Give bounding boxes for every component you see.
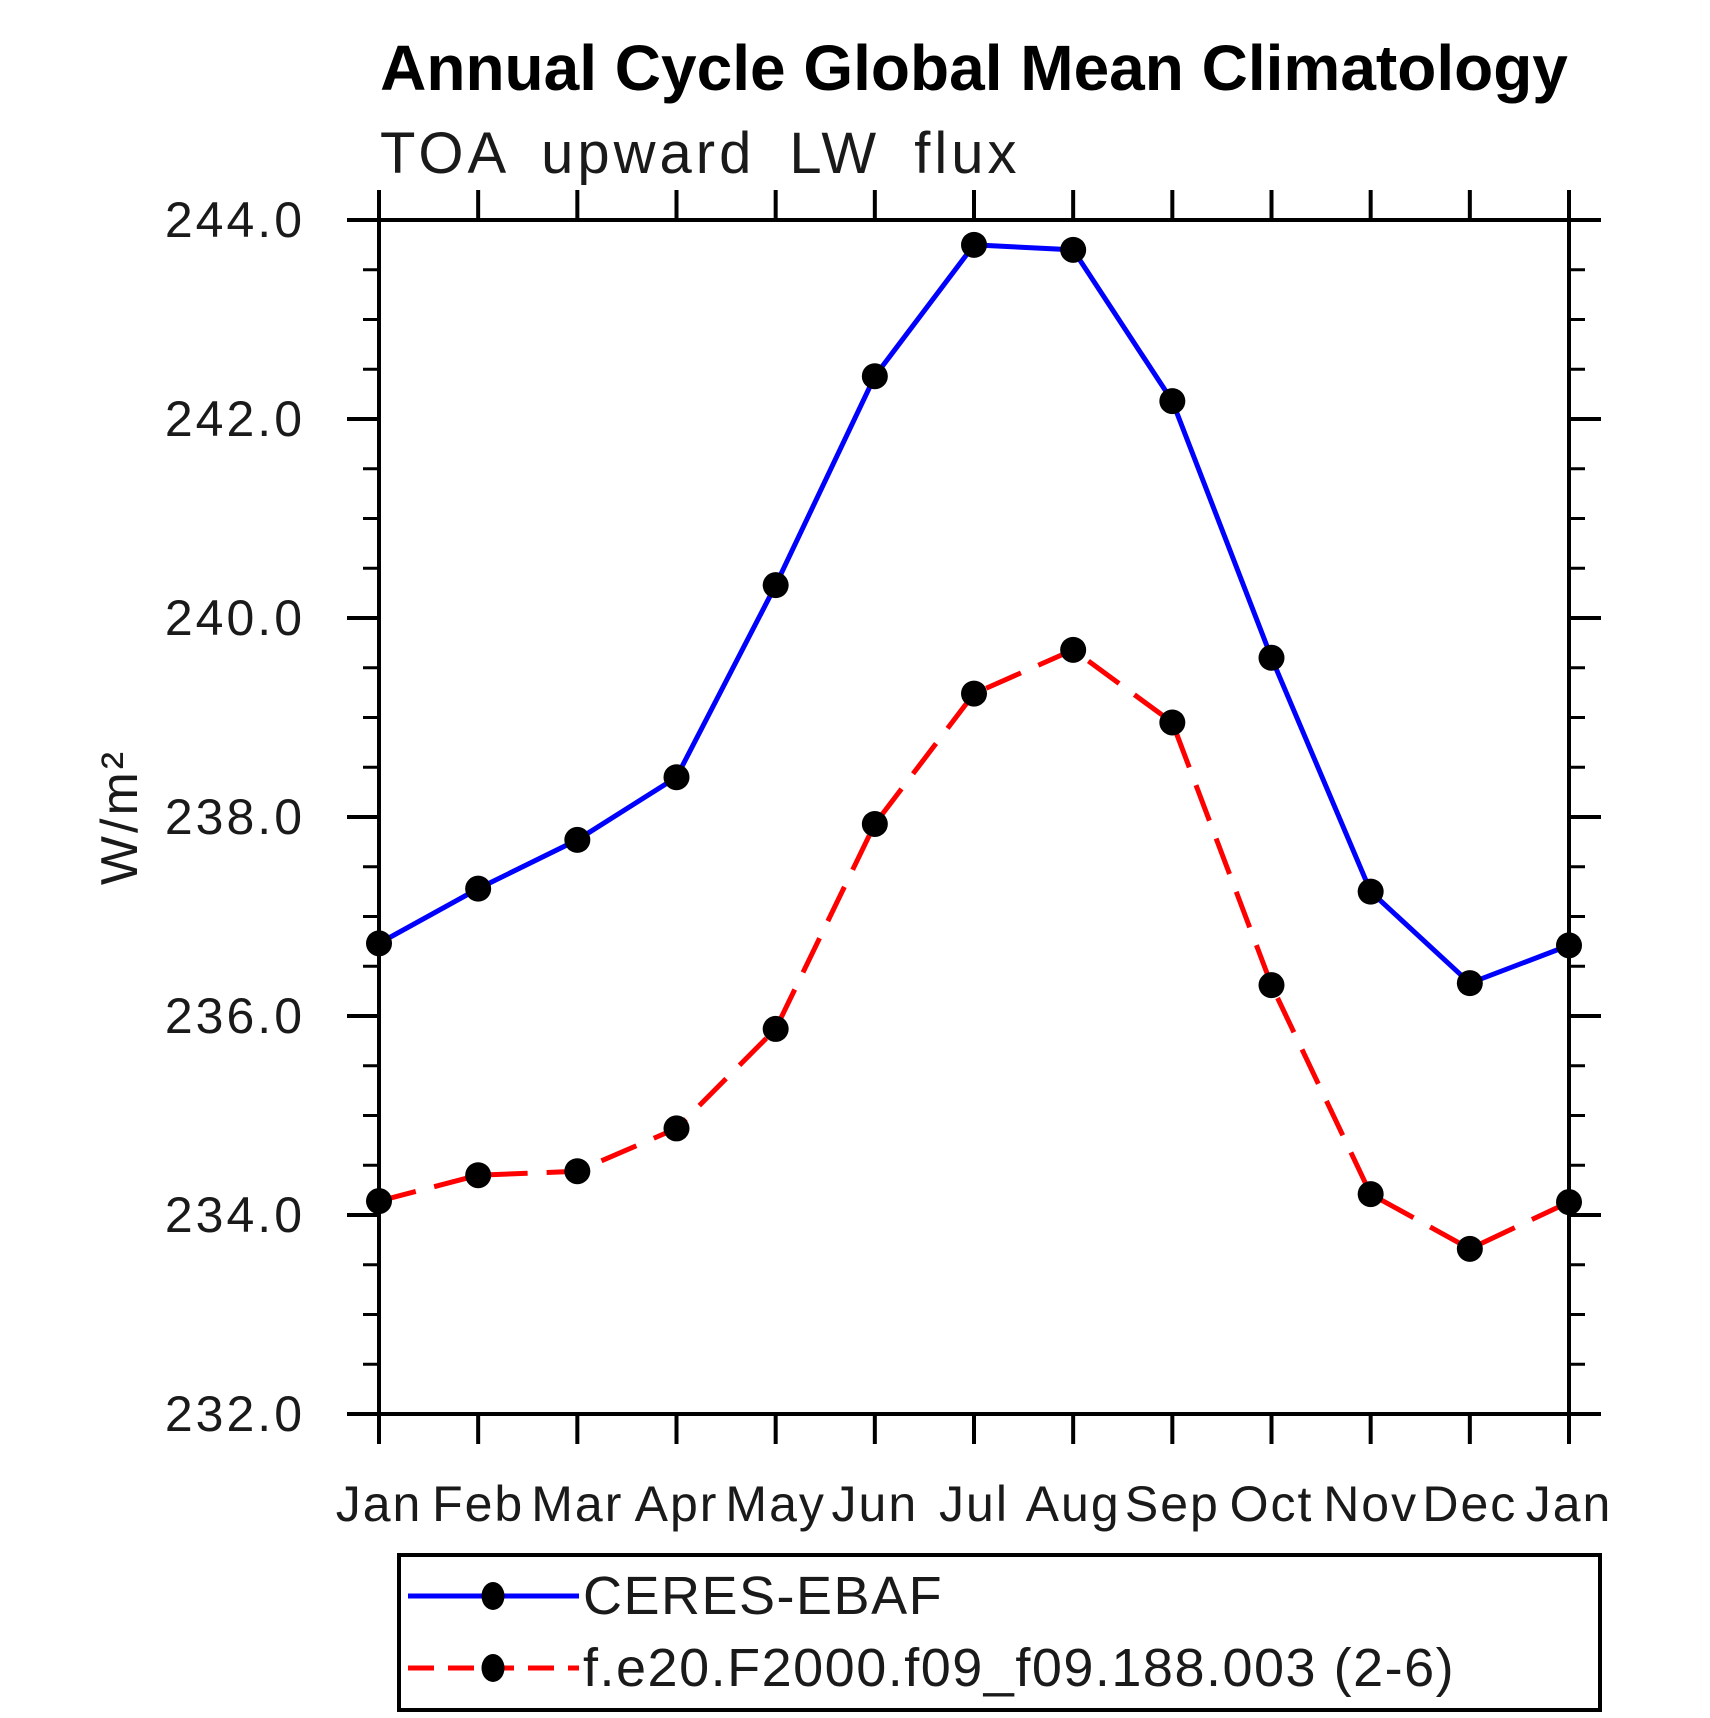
x-tick-label: Jan: [336, 1476, 423, 1532]
data-point-marker: [1456, 1235, 1483, 1262]
legend-marker-icon: [481, 1582, 505, 1610]
x-tick-label: Oct: [1230, 1476, 1314, 1532]
data-point-marker: [1159, 709, 1186, 736]
data-point-marker: [961, 680, 987, 707]
y-tick-label: 238.0: [165, 789, 305, 845]
legend-swatch-line-dashed: [408, 1654, 579, 1682]
x-tick-label: Aug: [1026, 1476, 1121, 1532]
data-point-marker: [961, 231, 987, 258]
legend-swatch-line-solid: [408, 1582, 579, 1610]
data-point-marker: [762, 1015, 789, 1042]
data-point-marker: [1357, 1181, 1384, 1208]
chart-title: Annual Cycle Global Mean Climatology: [380, 32, 1568, 104]
y-tick-label: 232.0: [165, 1386, 305, 1442]
data-point-marker: [1060, 636, 1087, 663]
data-point-marker: [465, 1162, 492, 1189]
data-point-marker: [1556, 1189, 1582, 1216]
x-tick-label: Apr: [635, 1476, 719, 1532]
data-point-marker: [564, 826, 591, 853]
legend-marker-icon: [481, 1654, 505, 1682]
x-tick-label: Jul: [939, 1476, 1009, 1532]
data-point-marker: [1556, 932, 1582, 959]
data-point-marker: [564, 1158, 591, 1185]
x-tick-label: Dec: [1422, 1476, 1517, 1532]
data-point-marker: [663, 764, 690, 791]
legend-item-model: f.e20.F2000.f09_f09.188.003 (2-6): [403, 1638, 1455, 1698]
data-point-marker: [1159, 388, 1186, 415]
x-tick-label: Jan: [1526, 1476, 1613, 1532]
data-point-marker: [663, 1115, 690, 1142]
data-point-marker: [366, 930, 392, 957]
chart-subtitle: TOA upward LW flux: [380, 121, 1021, 186]
data-point-marker: [861, 363, 888, 390]
series-line-1: [378, 646, 1571, 1252]
x-tick-label: Jun: [832, 1476, 919, 1532]
x-tick-label: Feb: [432, 1476, 524, 1532]
x-tick-label: Mar: [531, 1476, 623, 1532]
legend-label-ceres: CERES-EBAF: [583, 1566, 944, 1626]
data-point-marker: [1060, 236, 1087, 263]
x-tick-label: Sep: [1125, 1476, 1220, 1532]
series-line-0: [377, 242, 1570, 987]
legend-label-model: f.e20.F2000.f09_f09.188.003 (2-6): [583, 1638, 1456, 1698]
legend: CERES-EBAF f.e20.F2000.f09_f09.188.003 (…: [397, 1553, 1602, 1712]
y-tick-label: 236.0: [165, 988, 305, 1044]
data-point-marker: [1258, 972, 1285, 999]
data-point-marker: [465, 875, 492, 902]
y-tick-label: 242.0: [165, 391, 305, 447]
x-tick-label: Nov: [1323, 1476, 1418, 1532]
x-tick-label: May: [725, 1476, 825, 1532]
data-point-marker: [1357, 878, 1384, 905]
data-point-marker: [1456, 970, 1483, 997]
y-tick-label: 240.0: [165, 590, 305, 646]
legend-item-ceres: CERES-EBAF: [403, 1566, 943, 1626]
data-point-marker: [861, 810, 888, 837]
data-point-marker: [762, 572, 789, 599]
data-point-marker: [366, 1188, 392, 1215]
data-point-marker: [1258, 644, 1285, 671]
y-tick-label: 244.0: [165, 192, 305, 248]
y-tick-label: 234.0: [165, 1187, 305, 1243]
